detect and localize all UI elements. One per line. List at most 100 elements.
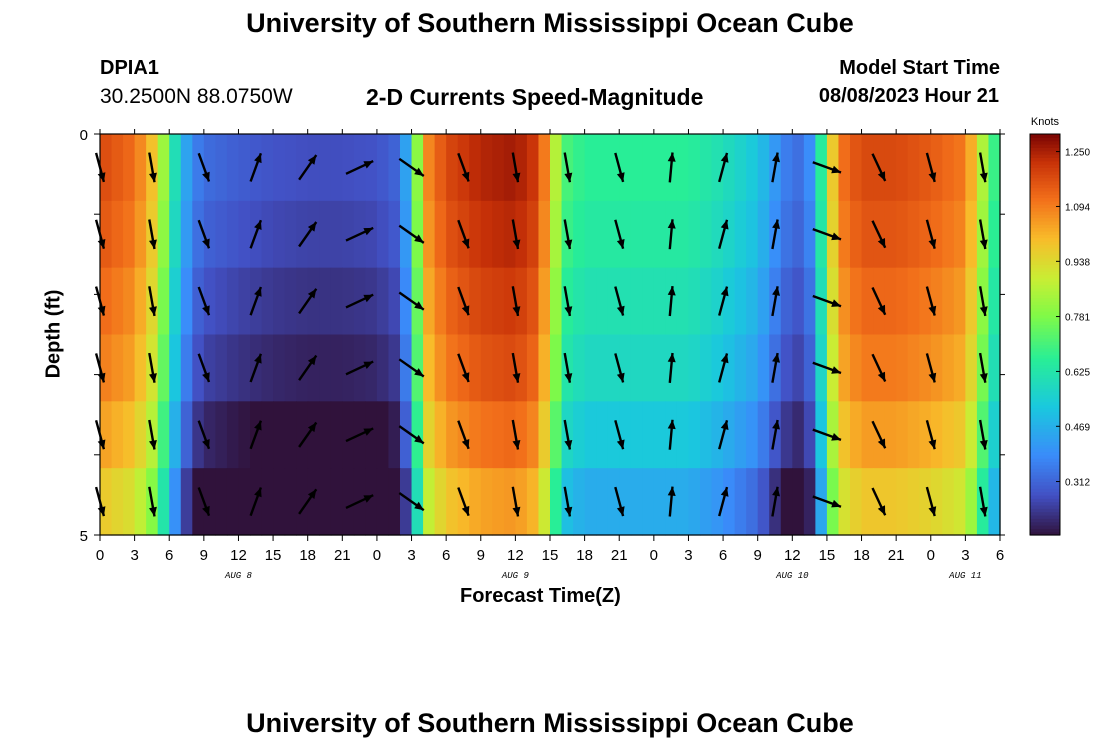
x-tick-label: 9 (754, 547, 762, 564)
heatmap-cell (792, 200, 805, 269)
colorbar-segment (1030, 157, 1060, 162)
colorbar-segment (1030, 508, 1060, 513)
heatmap-cell (803, 267, 816, 336)
heatmap-cell (261, 401, 274, 469)
heatmap-cell (896, 401, 909, 469)
heatmap-cell (550, 200, 563, 269)
current-arrow-head (616, 239, 625, 249)
heatmap-cell (723, 334, 736, 402)
x-tick-label: 3 (130, 547, 138, 564)
heatmap-cell (307, 334, 320, 402)
current-arrow (457, 219, 470, 249)
colorbar-tick-label: 0.781 (1065, 313, 1090, 324)
colorbar-segment (1030, 244, 1060, 249)
heatmap-cell (734, 401, 747, 469)
heatmap-cell (607, 267, 620, 336)
colorbar-segment (1030, 294, 1060, 299)
colorbar-segment (1030, 297, 1060, 302)
current-arrow-head (928, 239, 937, 249)
heatmap-cell (411, 200, 424, 269)
colorbar-segment (1030, 341, 1060, 346)
heatmap-cell (423, 200, 436, 269)
heatmap-cell (653, 401, 666, 469)
current-arrow (812, 227, 842, 241)
heatmap-cell (907, 401, 920, 469)
heatmap-cell (596, 468, 609, 536)
heatmap-cell (238, 267, 251, 336)
heatmap-cell (653, 468, 666, 536)
heatmap-cell (423, 401, 436, 469)
colorbar-segment (1030, 321, 1060, 326)
heatmap-cell (492, 134, 505, 202)
current-arrow (148, 286, 157, 317)
heatmap-cell (515, 468, 528, 536)
heatmap-cell (942, 267, 955, 336)
heatmap-cell (757, 134, 770, 202)
colorbar-segment (1030, 287, 1060, 292)
colorbar-tick-label: 1.094 (1065, 202, 1090, 213)
heatmap-cell (261, 468, 274, 536)
heatmap-cell (988, 134, 1001, 202)
heatmap-cell (584, 134, 597, 202)
heatmap-cell (919, 200, 932, 269)
heatmap-cell (492, 401, 505, 469)
heatmap-cell (330, 334, 343, 402)
current-arrow (511, 486, 521, 517)
x-axis-ticks: 0 3 6 9 12 15 18 21 0 3 6 9 12 15 18 21 0 3 6 9 12 15 18 21 0 3 6 A… (96, 129, 1004, 581)
current-arrow (667, 352, 676, 384)
heatmap-cell (376, 468, 390, 536)
current-arrow (667, 219, 676, 250)
colorbar-segment (1030, 421, 1060, 426)
current-arrow (812, 361, 842, 375)
heatmap-cell (319, 134, 332, 202)
heatmap-cell (711, 200, 724, 269)
current-arrow-head (616, 305, 625, 316)
current-arrow-head (149, 506, 157, 517)
heatmap-cell (307, 401, 320, 469)
colorbar-segment (1030, 134, 1060, 138)
current-arrow-head (772, 420, 780, 430)
current-arrow (978, 486, 988, 517)
current-arrow (511, 219, 521, 250)
current-arrow (614, 152, 625, 183)
current-arrow (197, 219, 211, 249)
heatmap-cell (734, 468, 747, 536)
heatmap-cell (342, 134, 355, 202)
current-arrow (345, 494, 374, 509)
heatmap-cell (700, 468, 713, 536)
current-arrow-head (461, 238, 470, 249)
heatmap-cell (930, 200, 943, 269)
heatmap-cell (907, 200, 920, 269)
current-arrow-head (461, 439, 470, 449)
colorbar-segment (1030, 170, 1060, 175)
current-arrow (345, 226, 374, 242)
heatmap-cell (111, 401, 124, 469)
current-arrow-head (667, 353, 676, 363)
heatmap-cell (180, 267, 193, 336)
colorbar-segment (1030, 177, 1060, 182)
heatmap-cell (192, 267, 205, 336)
heatmap-cell (792, 134, 805, 202)
current-arrow-head (928, 172, 937, 182)
current-arrow-head (254, 353, 262, 364)
current-arrow-head (512, 373, 521, 383)
current-arrow-head (979, 172, 988, 183)
heatmap-cell (653, 200, 666, 269)
x-tick-label: 21 (611, 547, 628, 564)
heatmap-cell (319, 468, 332, 536)
colorbar-segment (1030, 424, 1060, 429)
heatmap-cell (815, 134, 828, 202)
current-arrow-head (512, 506, 521, 517)
heatmap-cell (596, 134, 609, 202)
chart-title: University of Southern Mississippi Ocean… (246, 8, 854, 38)
heatmap-cell (919, 267, 932, 336)
heatmap-cell (192, 134, 205, 202)
heatmap-cell (965, 468, 978, 536)
current-arrow (667, 419, 676, 450)
heatmap-cell (896, 134, 909, 202)
colorbar-segment (1030, 464, 1060, 469)
heatmap-cell (757, 468, 770, 536)
colorbar-tick-label: 0.469 (1065, 422, 1090, 433)
heatmap-cell (838, 200, 851, 269)
heatmap-cell (573, 468, 586, 536)
